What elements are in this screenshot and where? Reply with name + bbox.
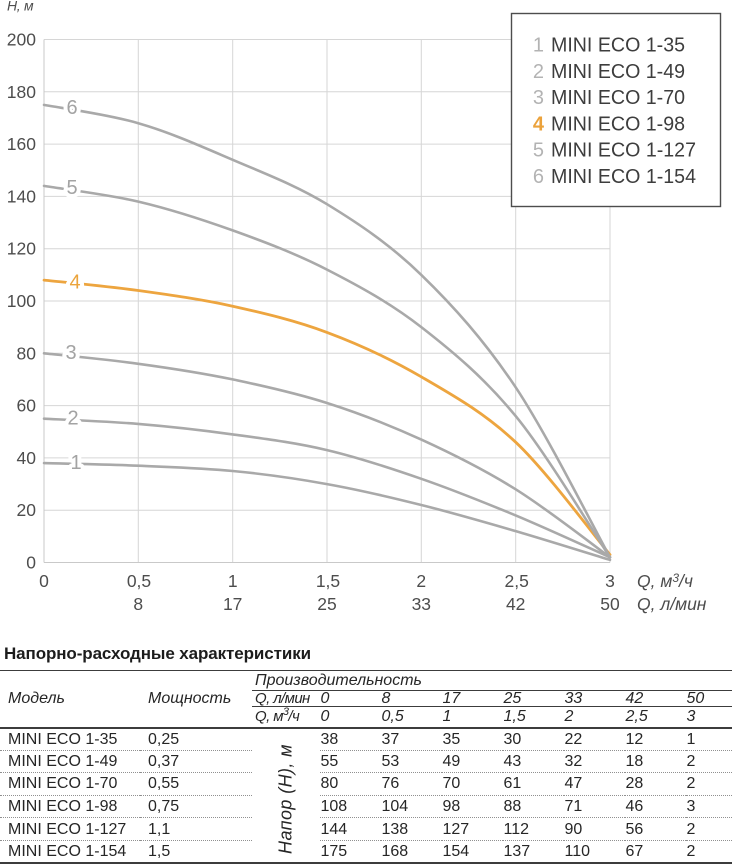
- svg-text:0: 0: [26, 553, 36, 573]
- svg-text:MINI ECO 1-49: MINI ECO 1-49: [551, 61, 685, 83]
- svg-text:50: 50: [600, 594, 620, 614]
- svg-text:5: 5: [533, 140, 544, 162]
- svg-text:5: 5: [66, 177, 77, 199]
- svg-text:1: 1: [228, 571, 238, 591]
- svg-text:100: 100: [7, 291, 36, 311]
- svg-text:120: 120: [7, 239, 36, 259]
- svg-text:MINI ECO 1-35: MINI ECO 1-35: [551, 35, 685, 57]
- svg-text:MINI ECO 1-98: MINI ECO 1-98: [551, 113, 685, 135]
- svg-text:40: 40: [17, 448, 37, 468]
- svg-text:MINI ECO 1-154: MINI ECO 1-154: [551, 166, 696, 188]
- svg-text:4: 4: [533, 113, 545, 135]
- svg-text:0,5: 0,5: [127, 571, 151, 591]
- svg-text:25: 25: [317, 594, 336, 614]
- svg-text:160: 160: [7, 134, 36, 154]
- svg-text:140: 140: [7, 186, 36, 206]
- svg-text:3: 3: [65, 342, 76, 364]
- svg-text:17: 17: [223, 594, 242, 614]
- svg-text:3: 3: [605, 571, 615, 591]
- svg-text:20: 20: [17, 500, 37, 520]
- svg-text:42: 42: [506, 594, 525, 614]
- svg-text:MINI ECO 1-127: MINI ECO 1-127: [551, 140, 696, 162]
- svg-text:2: 2: [533, 61, 544, 83]
- svg-text:MINI ECO 1-70: MINI ECO 1-70: [551, 87, 685, 109]
- svg-text:1: 1: [70, 452, 81, 474]
- svg-text:4: 4: [69, 272, 80, 294]
- svg-text:3: 3: [533, 87, 544, 109]
- svg-text:1: 1: [533, 35, 544, 57]
- svg-text:0: 0: [39, 571, 49, 591]
- svg-text:1,5: 1,5: [316, 571, 340, 591]
- svg-text:180: 180: [7, 82, 36, 102]
- svg-text:8: 8: [133, 594, 143, 614]
- svg-text:2: 2: [67, 408, 78, 430]
- svg-text:80: 80: [17, 343, 37, 363]
- svg-text:200: 200: [7, 30, 36, 50]
- svg-text:2,5: 2,5: [505, 571, 529, 591]
- svg-text:6: 6: [533, 166, 544, 188]
- svg-text:33: 33: [412, 594, 431, 614]
- svg-text:Н, м: Н, м: [7, 0, 34, 14]
- svg-text:2: 2: [416, 571, 426, 591]
- svg-text:60: 60: [17, 396, 37, 416]
- svg-text:6: 6: [66, 97, 77, 119]
- svg-text:Q, м3/ч: Q, м3/ч: [637, 571, 693, 591]
- svg-text:Q, л/мин: Q, л/мин: [637, 594, 707, 614]
